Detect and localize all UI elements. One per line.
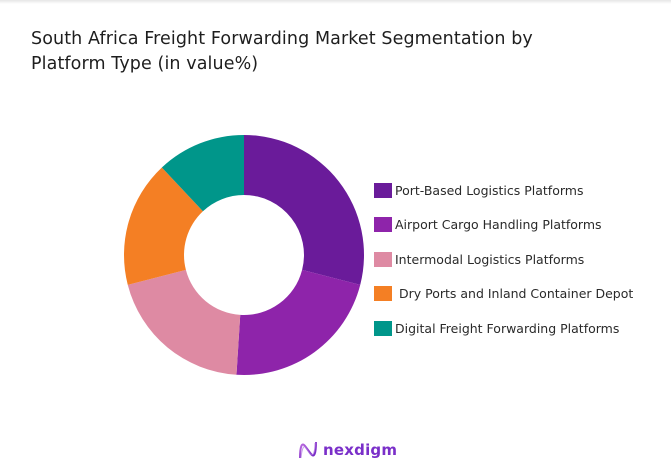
donut-slice-intermodal-logistics-platforms (127, 269, 241, 375)
logo-text: nexdigm (323, 441, 398, 459)
legend-swatch (374, 217, 392, 233)
donut-slices (124, 135, 364, 375)
legend-item-digital-freight: Digital Freight Forwarding Platforms (374, 319, 633, 354)
legend-label: Port-Based Logistics Platforms (395, 182, 584, 198)
top-edge-shadow (0, 0, 671, 4)
legend-item-airport-cargo: Airport Cargo Handling Platforms (374, 216, 633, 251)
chart-title-line-2: Platform Type (in value%) (31, 54, 259, 74)
donut-slice-airport-cargo-handling-platforms (236, 269, 361, 375)
legend-swatch (374, 182, 392, 198)
legend-label: Digital Freight Forwarding Platforms (395, 320, 620, 336)
legend-label: Dry Ports and Inland Container Depot (395, 286, 634, 302)
legend-label: Airport Cargo Handling Platforms (395, 217, 602, 233)
legend-item-intermodal: Intermodal Logistics Platforms (374, 250, 633, 285)
donut-slice-port-based-logistics-platforms (244, 135, 364, 285)
legend-label: Intermodal Logistics Platforms (395, 251, 585, 267)
legend-swatch (374, 320, 392, 336)
chart-title-line-1: South Africa Freight Forwarding Market S… (31, 29, 533, 49)
donut-slice-digital-freight-forwarding-platforms (161, 135, 244, 212)
legend-swatch (374, 251, 392, 267)
legend-swatch (374, 286, 392, 302)
nexdigm-wave-logo-icon (299, 441, 317, 459)
donut-slice-dry-ports-and-inland-container-depot (124, 167, 203, 285)
nexdigm-logo: nexdigm (298, 440, 397, 460)
chart-title: South Africa Freight Forwarding Market S… (31, 27, 631, 77)
legend-item-dry-ports: Dry Ports and Inland Container Depot (374, 285, 633, 320)
chart-legend: Port-Based Logistics Platforms Airport C… (374, 181, 633, 354)
legend-item-port-based: Port-Based Logistics Platforms (374, 181, 633, 216)
